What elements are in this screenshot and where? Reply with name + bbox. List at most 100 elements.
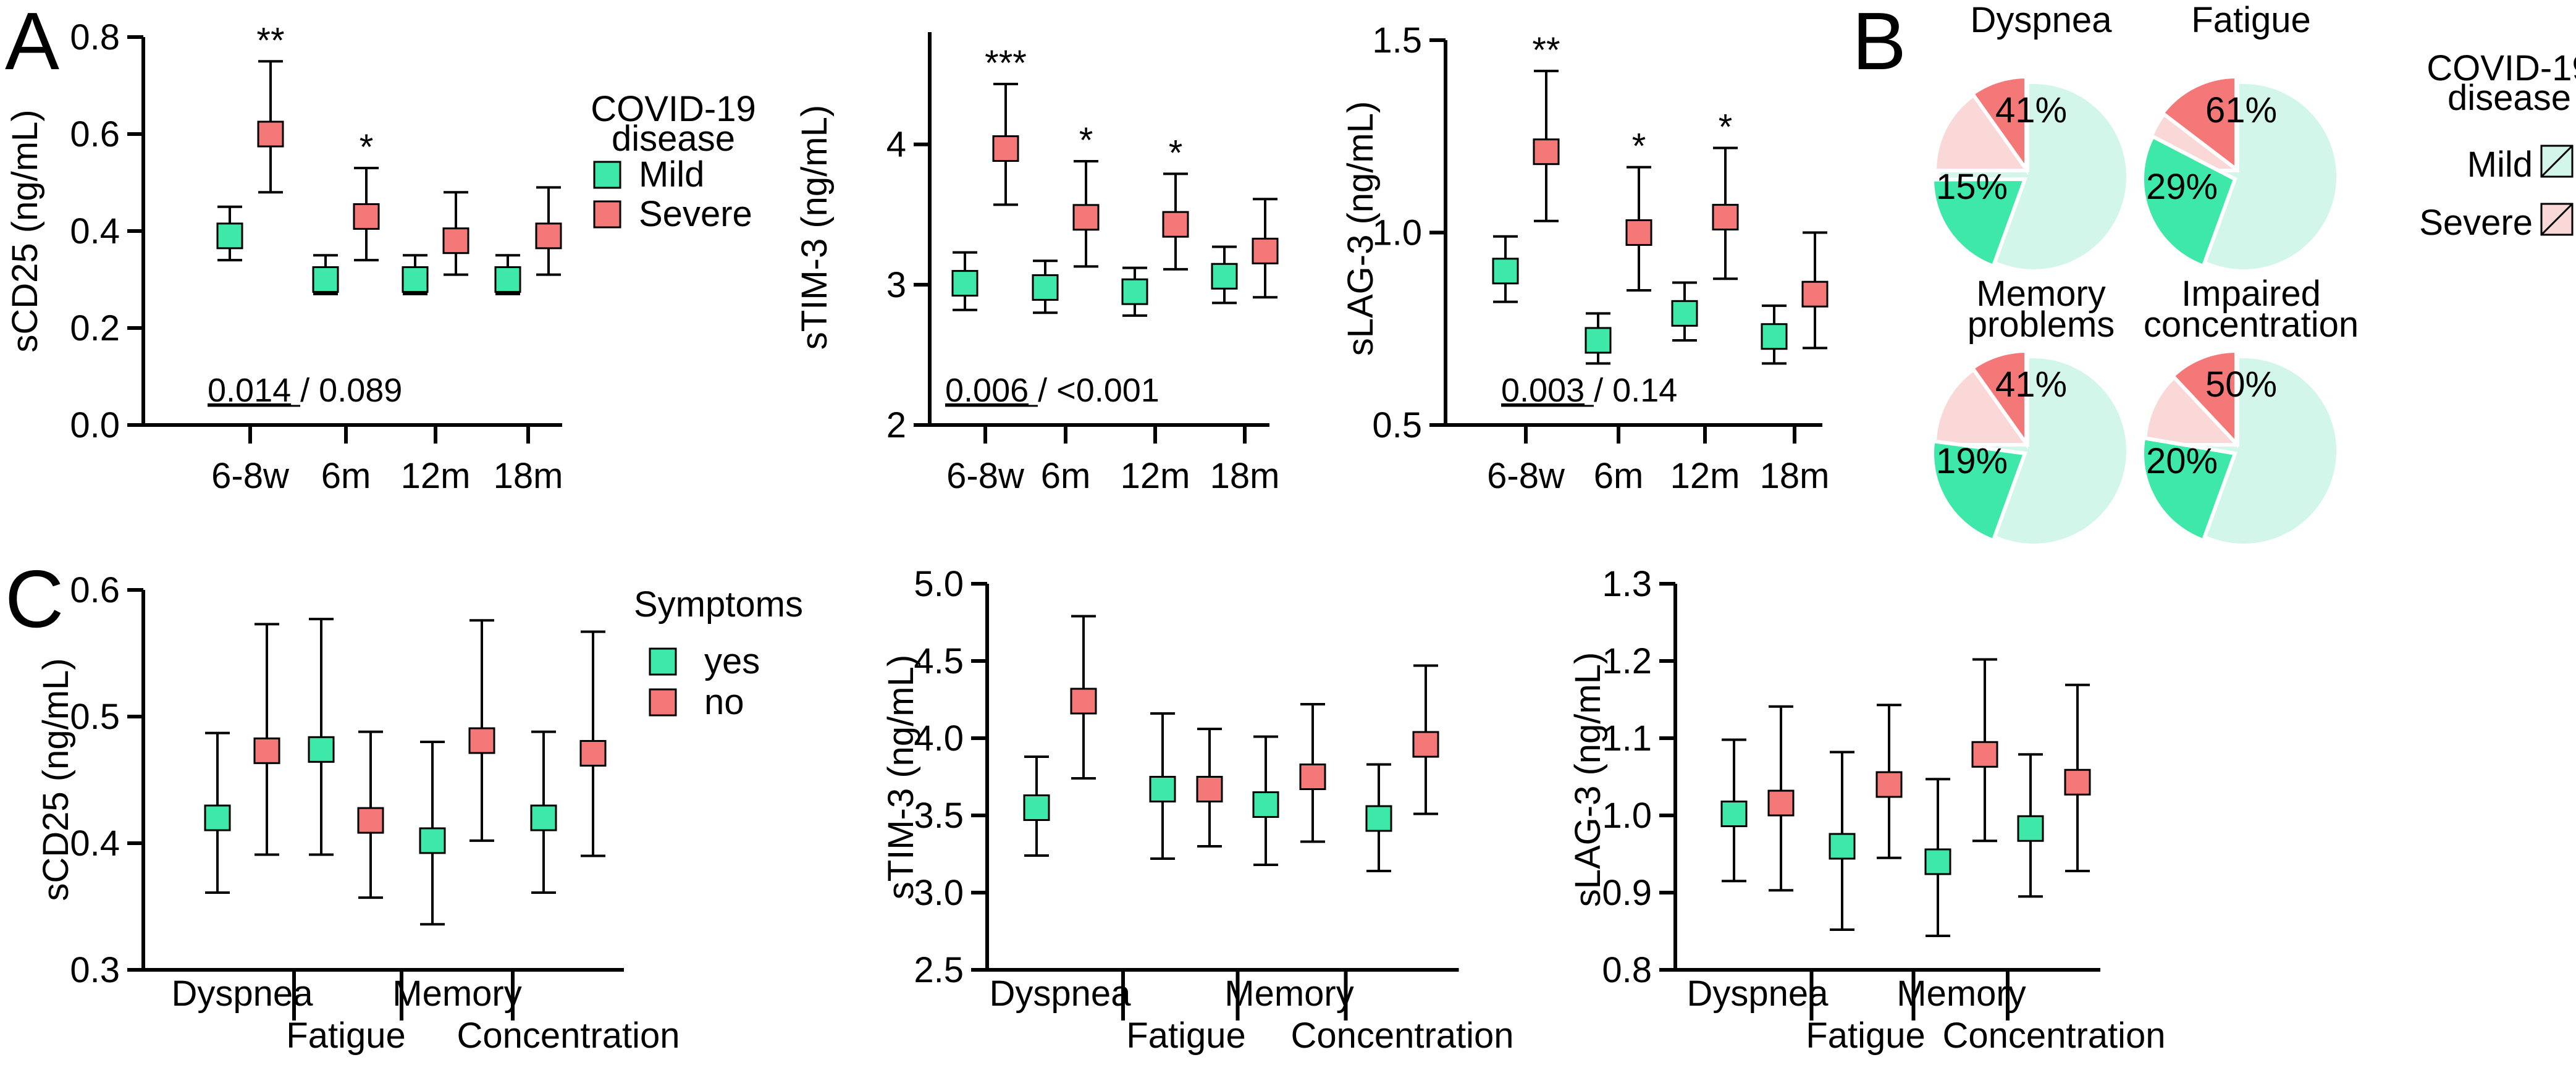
y-tick-label: 3.0 [914, 873, 964, 913]
legend-a-title-1: COVID-19 [591, 89, 756, 129]
x-category-label: Memory [1224, 974, 1353, 1014]
legend-b-title-2: disease [2448, 78, 2571, 118]
legend-c-yes-label: yes [704, 641, 760, 681]
y-axis-label: sLAG-3 (ng/mL) [1341, 101, 1381, 356]
y-tick-label: 1.2 [1602, 641, 1652, 681]
x-tick-label: 6m [1041, 456, 1091, 496]
legend-a-mild-marker [593, 161, 621, 189]
pie-title: Dyspnea [1971, 0, 2113, 40]
legend-c-no-marker [649, 688, 677, 717]
axes [127, 588, 624, 1020]
y-tick-label: 1.0 [1602, 796, 1652, 836]
data-point-severe [1801, 280, 1829, 308]
pie-slice-mild [1930, 177, 2028, 269]
x-tick-label: 18m [494, 456, 563, 496]
x-category-label: Concentration [1942, 1016, 2165, 1056]
p-value-text: 0.014 / 0.089 [208, 372, 402, 409]
x-category-label: Dyspnea [990, 974, 1132, 1014]
axes [971, 582, 1459, 1020]
data-point-yes [1023, 794, 1050, 821]
data-point-mild [216, 222, 243, 250]
data-point-mild [951, 270, 979, 297]
chart-slag3-by-symptom: 0.8 0.9 1.0 1.1 1.2 1.3 sLAG-3 (ng/mL) DyspneaF… [1568, 564, 2166, 1056]
significance-marker: * [1169, 133, 1183, 173]
y-axis-label: sCD25 (ng/mL) [5, 109, 45, 352]
significance-marker: * [360, 127, 374, 167]
y-tick-label: 4 [886, 125, 906, 165]
data-point-mild [312, 266, 339, 293]
axes [127, 35, 562, 444]
y-tick-label: 2 [886, 405, 906, 445]
pie-slice-mild [2140, 133, 2237, 269]
x-tick-label: 6-8w [211, 456, 290, 496]
p-value-separator: / [1585, 372, 1612, 409]
data-point-yes [1252, 791, 1279, 818]
data-point-severe [1712, 204, 1739, 231]
data-point-no [357, 807, 384, 834]
axes [1659, 582, 2100, 1020]
p-value-first: 0.014 [208, 372, 291, 409]
legend-disease-b: COVID-19 disease Mild Severe [2419, 48, 2576, 243]
x-category-label: Concentration [1290, 1016, 1513, 1056]
pie-slice-severe [2160, 74, 2238, 174]
data-point-yes [1829, 833, 1856, 860]
data-point-severe [1533, 138, 1560, 166]
y-tick-label: 1.0 [1372, 213, 1422, 253]
y-tick-label: 0.3 [70, 950, 120, 990]
chart-symptom-pies: 15% 41% Dyspnea 29% 61% Fatigue 19% 41% Memorypr… [1930, 0, 2359, 544]
pie-chart: 29% 61% Fatigue [2140, 0, 2336, 269]
p-value-separator: / [1029, 372, 1056, 409]
data-point-mild [1211, 263, 1238, 290]
chart-stim3-by-symptom: 2.5 3.0 3.5 4.0 4.5 5.0 sTIM-3 (ng/mL) DyspneaF… [881, 564, 1514, 1056]
data-point-yes [1720, 801, 1748, 827]
chart-scd25-by-symptom: 0.3 0.4 0.5 0.6 sCD25 (ng/mL) DyspneaFatigueM… [36, 570, 680, 1056]
data-point-mild [1032, 274, 1059, 301]
pie-severe-percent: 41% [1995, 90, 2067, 130]
data-point-mild [494, 266, 521, 293]
data-point-no [1299, 764, 1326, 790]
significance-marker: * [1719, 107, 1733, 147]
data-point-severe [1072, 204, 1100, 231]
data-point-mild [1671, 300, 1698, 327]
data-point-no [2064, 768, 2091, 796]
pie-slice-severe [2170, 348, 2238, 448]
panel-label-c: C [5, 553, 64, 644]
y-axis-label: sTIM-3 (ng/mL) [794, 105, 835, 350]
axes [1429, 38, 1822, 444]
pie-title: problems [1968, 305, 2115, 345]
p-value-second: 0.089 [319, 372, 402, 409]
pie-mild-percent: 20% [2146, 441, 2218, 481]
legend-b-title-1: COVID-19 [2427, 48, 2576, 88]
data-point-no [468, 727, 495, 754]
legend-c-title: Symptoms [634, 584, 803, 625]
significance-marker: ** [1532, 30, 1560, 70]
data-point-yes [1924, 848, 1951, 875]
data-point-severe [442, 227, 469, 255]
data-point-severe [992, 135, 1019, 162]
p-value-text: 0.006 / <0.001 [945, 372, 1160, 409]
data-point-no [1971, 741, 1998, 768]
data-point-no [253, 737, 280, 764]
pie-mild-percent: 19% [1936, 441, 2008, 481]
significance-marker: ** [256, 20, 284, 61]
y-tick-label: 4.5 [914, 641, 964, 681]
significance-marker: * [1632, 127, 1646, 167]
x-category-label: Memory [392, 974, 521, 1014]
legend-b-mild-label: Mild [2467, 145, 2533, 185]
y-tick-label: 0.8 [1602, 950, 1652, 990]
data-point-no [1875, 771, 1903, 798]
x-category-label: Memory [1896, 974, 2026, 1014]
x-tick-label: 18m [1210, 456, 1280, 496]
legend-b-severe-marker [2540, 203, 2574, 236]
x-category-label: Fatigue [1806, 1016, 1925, 1056]
axes [914, 32, 1269, 444]
y-tick-label: 5.0 [914, 564, 964, 604]
x-category-label: Concentration [457, 1016, 680, 1056]
x-tick-label: 18m [1760, 456, 1830, 496]
pie-slice-severe [1969, 348, 2028, 450]
x-category-label: Fatigue [286, 1016, 405, 1056]
pie-slice-severe [1969, 74, 2028, 175]
y-tick-label: 2.5 [914, 950, 964, 990]
data-point-severe [535, 222, 562, 250]
